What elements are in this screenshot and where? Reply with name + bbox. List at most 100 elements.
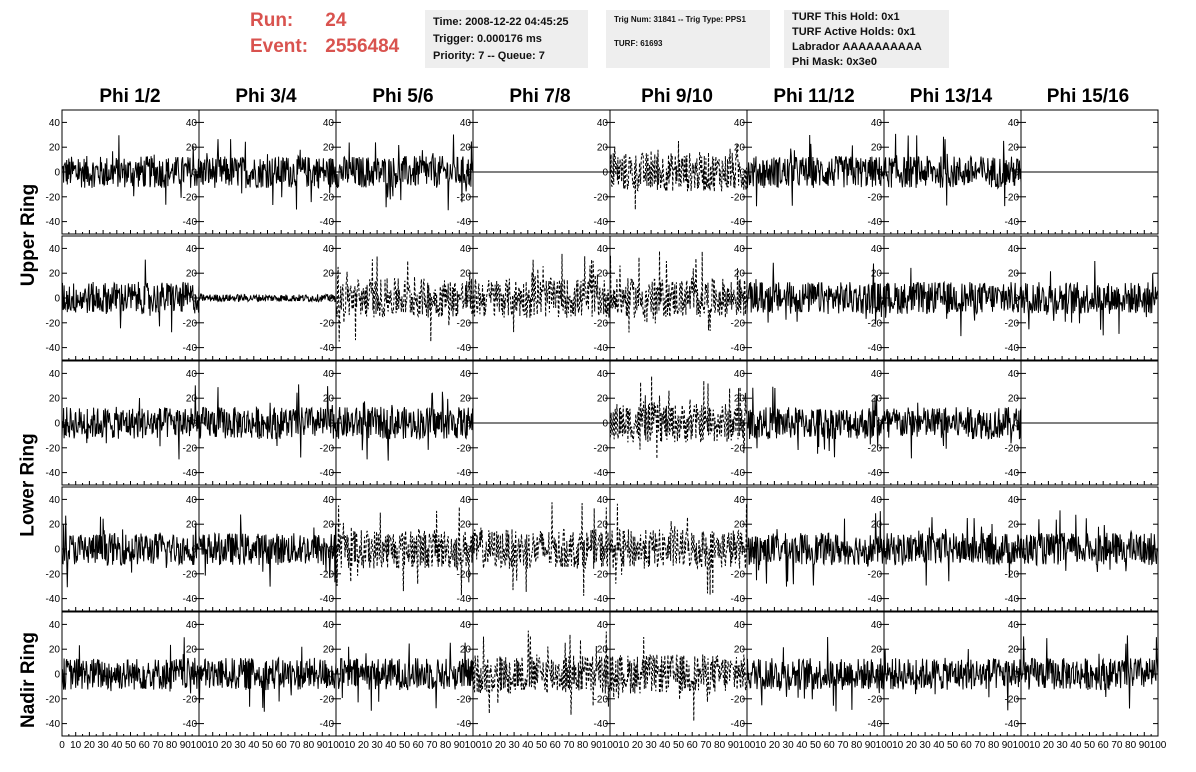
y-tick-label: -40 [457,594,472,605]
y-tick-label: 0 [739,294,745,305]
x-tick-label: 50 [1084,740,1096,751]
waveform-trace [746,386,885,458]
y-tick-label: -20 [1005,569,1020,580]
waveform-panel: -40 -20 0 20 40 [594,360,748,486]
waveform-panel: -40 -20 0 20 40 [731,360,885,486]
y-tick-label: 0 [54,545,60,556]
y-tick-label: 0 [191,294,197,305]
x-tick-label: 80 [440,740,452,751]
y-tick-label: -40 [320,343,335,354]
y-tick-label: -20 [594,318,609,329]
y-tick-label: 0 [602,168,608,179]
x-tick-label: 70 [289,740,301,751]
x-tick-label: 20 [1043,740,1055,751]
y-tick-label: -20 [868,694,883,705]
trig-num-text: Trig Num: 31841 -- Trig Type: PPS1 [614,15,746,24]
phi-mask-text: Phi Mask: 0x3e0 [792,56,877,68]
y-tick-label: 0 [876,168,882,179]
x-tick-label: 40 [659,740,671,751]
y-tick-label: 0 [876,294,882,305]
y-tick-label: 40 [460,495,472,506]
waveform-trace [883,402,1022,459]
waveform-panel: -40 -20 0 20 40 [731,486,885,612]
waveform-trace [1020,260,1159,336]
x-tick-label: 50 [399,740,411,751]
y-tick-label: -20 [457,569,472,580]
y-tick-label: 40 [597,369,609,380]
y-tick-label: 20 [734,143,746,154]
y-tick-label: -20 [1005,443,1020,454]
y-tick-label: 20 [323,645,335,656]
trig-info-box: Trig Num: 31841 -- Trig Type: PPS1 TURF:… [606,10,770,68]
y-tick-label: -20 [320,443,335,454]
y-tick-label: 0 [739,670,745,681]
y-tick-label: 0 [191,419,197,430]
waveform-trace [1020,635,1159,709]
y-tick-label: -20 [320,318,335,329]
col-title-phi-13-14: Phi 13/14 [909,86,993,107]
y-tick-label: 20 [323,520,335,531]
y-tick-label: -40 [457,343,472,354]
panel-frame [746,360,885,486]
waveform-panel: -40 -20 0 20 40 [731,235,885,361]
waveform-trace [883,517,1022,586]
x-tick-label: 10 [618,740,630,751]
y-tick-label: -40 [457,719,472,730]
y-tick-label: 20 [49,269,61,280]
x-tick-label: 100 [602,740,619,751]
y-tick-label: -20 [46,694,61,705]
y-tick-label: -40 [183,468,198,479]
y-tick-label: -40 [320,594,335,605]
y-tick-label: 20 [460,645,472,656]
waveform-trace [609,636,748,722]
x-tick-label: 70 [426,740,438,751]
y-tick-label: 40 [871,620,883,631]
y-tick-label: 40 [323,244,335,255]
y-tick-label: 20 [186,520,198,531]
y-tick-label: 0 [1013,670,1019,681]
x-tick-label: 80 [851,740,863,751]
x-tick-label: 70 [700,740,712,751]
y-tick-label: 40 [734,620,746,631]
x-tick-label: 10 [481,740,493,751]
x-tick-label: 80 [166,740,178,751]
col-title-phi-1-2: Phi 1/2 [99,86,161,107]
y-tick-label: -20 [320,569,335,580]
x-tick-label: 50 [125,740,137,751]
y-tick-label: -40 [46,468,61,479]
y-tick-label: -40 [731,468,746,479]
y-tick-label: -40 [320,468,335,479]
y-tick-label: -20 [868,569,883,580]
y-tick-label: 40 [186,369,198,380]
y-tick-label: 20 [460,520,472,531]
waveform-trace [472,253,611,333]
col-title-phi-15-16: Phi 15/16 [1046,86,1130,107]
x-tick-label: 90 [728,740,740,751]
y-tick-label: -40 [183,343,198,354]
waveform-trace [746,511,885,587]
waveform-panel: -40 -20 0 20 40 [320,235,474,361]
waveform-trace [198,384,337,458]
x-tick-label: 10 [207,740,219,751]
x-tick-label: 40 [111,740,123,751]
y-tick-label: 0 [739,168,745,179]
y-tick-label: 40 [49,495,61,506]
x-tick-label: 50 [536,740,548,751]
y-tick-label: 20 [734,520,746,531]
y-tick-label: 0 [876,670,882,681]
y-tick-label: 40 [323,369,335,380]
x-tick-label: 10 [1029,740,1041,751]
waveform-panel: -40 -20 0 20 40 [46,360,200,486]
y-tick-label: 40 [734,118,746,129]
waveform-panel: -40 -20 0 20 40 [594,235,748,361]
x-tick-label: 90 [1002,740,1014,751]
waveform-trace [746,262,885,325]
y-tick-label: 20 [460,143,472,154]
y-tick-label: -40 [731,343,746,354]
y-tick-label: -40 [320,217,335,228]
